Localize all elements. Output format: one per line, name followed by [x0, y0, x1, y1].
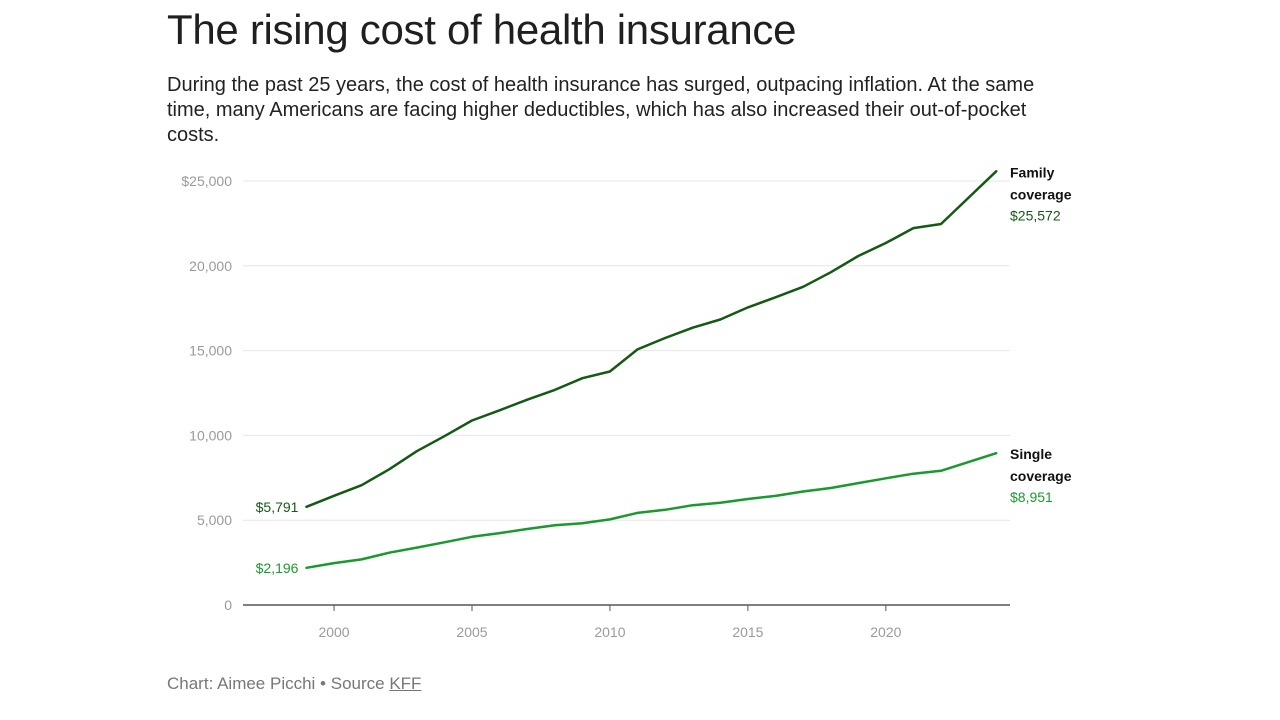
single-series-name-line2: coverage: [1010, 468, 1072, 484]
y-axis-ticks: 0 5,000 10,000 15,000 20,000 $25,000: [181, 173, 232, 613]
y-tick-label: 15,000: [189, 343, 232, 359]
single-coverage-line: [305, 451, 998, 570]
family-series-name-line2: coverage: [1010, 186, 1072, 202]
y-tick-label: 10,000: [189, 427, 232, 443]
y-tick-label: 20,000: [189, 258, 232, 274]
single-start-value: $2,196: [256, 560, 299, 576]
y-tick-label: 0: [224, 597, 232, 613]
single-series-name: Single: [1010, 446, 1052, 462]
source-link[interactable]: KFF: [389, 674, 422, 693]
x-tick-label: 2000: [318, 624, 349, 640]
series-lines: [305, 170, 998, 570]
chart-subtitle: During the past 25 years, the cost of he…: [167, 74, 1035, 146]
family-coverage-line: [305, 170, 998, 509]
series-labels: $5,791 Family coverage $25,572 $2,196 Single c…: [256, 164, 1072, 575]
y-tick-label: $25,000: [181, 173, 232, 189]
source-credit: Chart: Aimee Picchi • Source: [167, 674, 390, 693]
chart-title: The rising cost of health insurance: [167, 6, 797, 53]
family-end-value: $25,572: [1010, 207, 1061, 223]
x-tick-label: 2010: [594, 624, 625, 640]
gridlines: [243, 180, 1010, 521]
y-tick-label: 5,000: [197, 512, 232, 528]
x-axis-ticks: 2000 2005 2010 2015 2020: [318, 605, 902, 640]
chart-source: Chart: Aimee Picchi • Source KFF: [167, 674, 421, 694]
x-tick-label: 2005: [456, 624, 487, 640]
x-tick-label: 2015: [732, 624, 763, 640]
family-start-value: $5,791: [256, 499, 299, 515]
family-series-name: Family: [1010, 164, 1055, 180]
single-end-value: $8,951: [1010, 489, 1053, 505]
x-tick-label: 2020: [870, 624, 901, 640]
